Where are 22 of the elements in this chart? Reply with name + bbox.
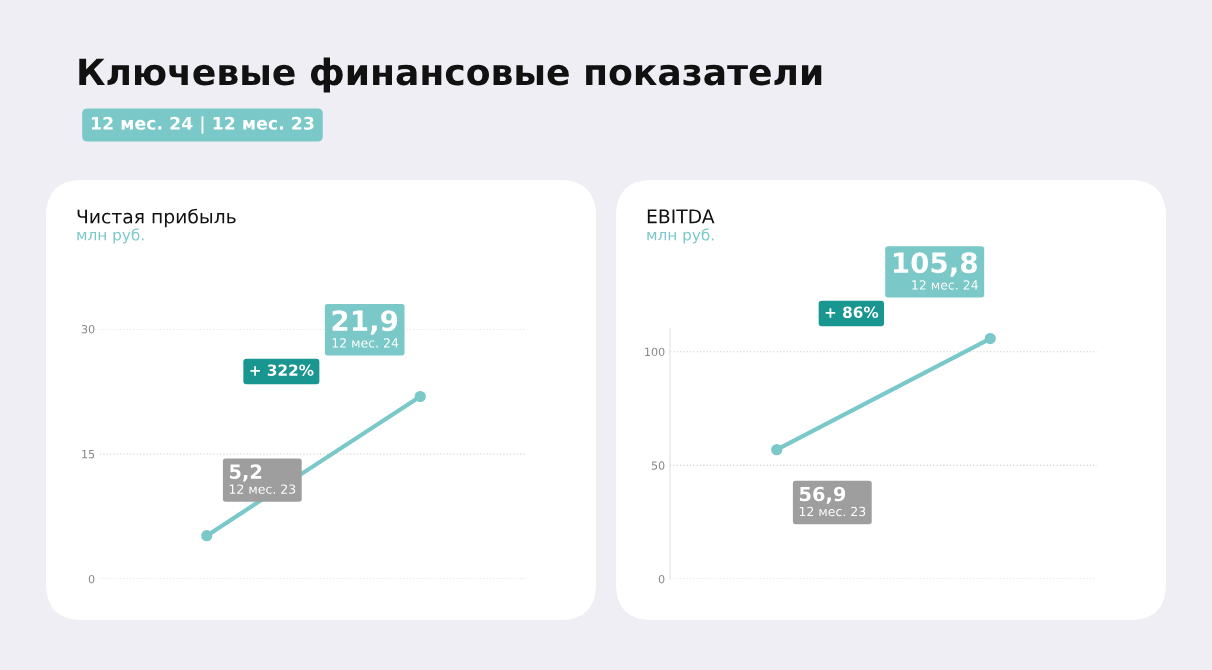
- annotation: 12 мес. 24: [332, 338, 399, 348]
- y-tick-label: 0: [88, 574, 95, 584]
- chart-title: Чистая прибыль: [77, 208, 236, 228]
- data-label: 5,2: [229, 464, 262, 482]
- data-label: 56,9: [799, 486, 846, 504]
- chart-subtitle: млн руб.: [77, 228, 144, 244]
- y-tick-label: 0: [658, 574, 665, 584]
- text: + 86%: [825, 306, 879, 318]
- annotation: 12 мес. 23: [229, 484, 296, 494]
- annotation: + 322%: [250, 364, 314, 376]
- chart-subtitle: млн руб.: [647, 228, 714, 244]
- data-label: 21,9: [332, 310, 398, 335]
- y-tick-label: 30: [81, 324, 95, 334]
- chart-title: EBITDA: [647, 209, 715, 224]
- y-tick-label: 50: [651, 461, 665, 470]
- data-label: 105,8: [893, 252, 977, 277]
- y-tick-label: 100: [645, 347, 665, 357]
- text: Ключевые финансовые показатели: [79, 57, 822, 93]
- y-tick-label: 15: [82, 450, 95, 459]
- text: 12 мес. 24 | 12 мес. 23: [91, 116, 314, 134]
- text: 12 мес. 24: [912, 280, 978, 290]
- annotation: 12 мес. 23: [799, 506, 866, 517]
